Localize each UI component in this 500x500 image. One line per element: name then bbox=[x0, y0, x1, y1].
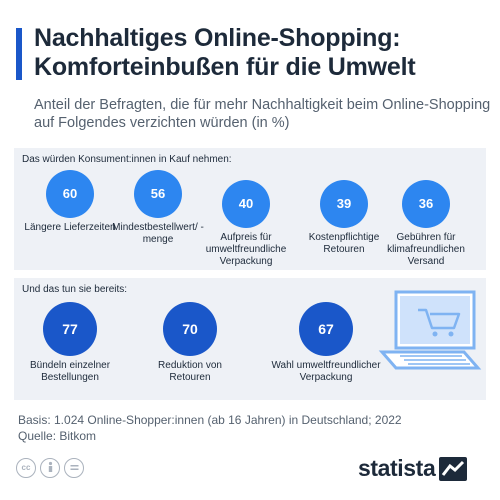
already-panel: Und das tun sie bereits: 77 Bündeln einz… bbox=[14, 278, 486, 400]
already-item: 67 Wahl umweltfreundlicher Verpackung bbox=[266, 302, 386, 384]
item-label: Kostenpflichtige Retouren bbox=[308, 232, 380, 255]
accept-item: 36 Gebühren für klimafreundlichen Versan… bbox=[378, 180, 474, 268]
value-circle: 56 bbox=[134, 170, 182, 218]
value-circle: 60 bbox=[46, 170, 94, 218]
value-circle: 77 bbox=[43, 302, 97, 356]
laptop-cart-icon bbox=[378, 290, 482, 370]
by-icon[interactable] bbox=[40, 458, 60, 478]
value-circle: 39 bbox=[320, 180, 368, 228]
accept-item: 56 Mindestbestellwert/ -menge bbox=[110, 170, 206, 246]
cc-icon[interactable]: cc bbox=[16, 458, 36, 478]
statista-logo-icon bbox=[439, 456, 468, 481]
accept-panel-heading: Das würden Konsument:innen in Kauf nehme… bbox=[22, 154, 232, 165]
footer: Basis: 1.024 Online-Shopper:innen (ab 16… bbox=[18, 413, 488, 444]
item-label: Aufpreis für umweltfreundliche Verpackun… bbox=[205, 232, 287, 267]
already-panel-heading: Und das tun sie bereits: bbox=[22, 284, 128, 295]
item-label: Bündeln einzelner Bestellungen bbox=[29, 360, 111, 383]
footer-basis: Basis: 1.024 Online-Shopper:innen (ab 16… bbox=[18, 413, 402, 427]
already-item: 77 Bündeln einzelner Bestellungen bbox=[22, 302, 118, 384]
brand-name: statista bbox=[358, 455, 436, 481]
item-label: Mindestbestellwert/ -menge bbox=[112, 222, 204, 245]
statista-brand[interactable]: statista bbox=[358, 455, 468, 482]
item-label: Reduktion von Retouren bbox=[158, 360, 222, 383]
item-label: Wahl umweltfreundlicher Verpackung bbox=[271, 360, 381, 383]
accept-item: 39 Kostenpflichtige Retouren bbox=[296, 180, 392, 256]
item-label: Gebühren für klimafreundlichen Versand bbox=[387, 232, 465, 267]
value-circle: 70 bbox=[163, 302, 217, 356]
value-circle: 67 bbox=[299, 302, 353, 356]
footer-source: Quelle: Bitkom bbox=[18, 428, 97, 443]
accept-item: 60 Längere Lieferzeiten bbox=[22, 170, 118, 234]
chart-subtitle: Anteil der Befragten, die für mehr Nachh… bbox=[34, 97, 491, 131]
nd-icon[interactable] bbox=[64, 458, 84, 478]
item-label: Längere Lieferzeiten bbox=[24, 222, 116, 233]
already-item: 70 Reduktion von Retouren bbox=[142, 302, 238, 384]
value-circle: 36 bbox=[402, 180, 450, 228]
accept-panel: Das würden Konsument:innen in Kauf nehme… bbox=[14, 148, 486, 270]
license-icons[interactable]: cc bbox=[16, 458, 84, 478]
value-circle: 40 bbox=[222, 180, 270, 228]
title-accent-bar bbox=[16, 28, 22, 80]
accept-item: 40 Aufpreis für umweltfreundliche Verpac… bbox=[198, 180, 294, 268]
chart-title: Nachhaltiges Online-Shopping: Komfortein… bbox=[34, 24, 416, 81]
